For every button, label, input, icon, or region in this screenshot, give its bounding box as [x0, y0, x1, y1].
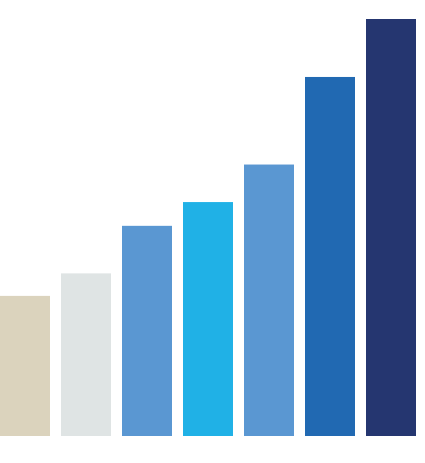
bar-7: [366, 19, 416, 436]
bar-6: [305, 76, 355, 436]
bar-3: [122, 225, 172, 436]
bar-2: [61, 273, 111, 436]
bar-5: [244, 164, 294, 436]
bar-1: [0, 295, 50, 436]
bar-4: [183, 202, 233, 436]
